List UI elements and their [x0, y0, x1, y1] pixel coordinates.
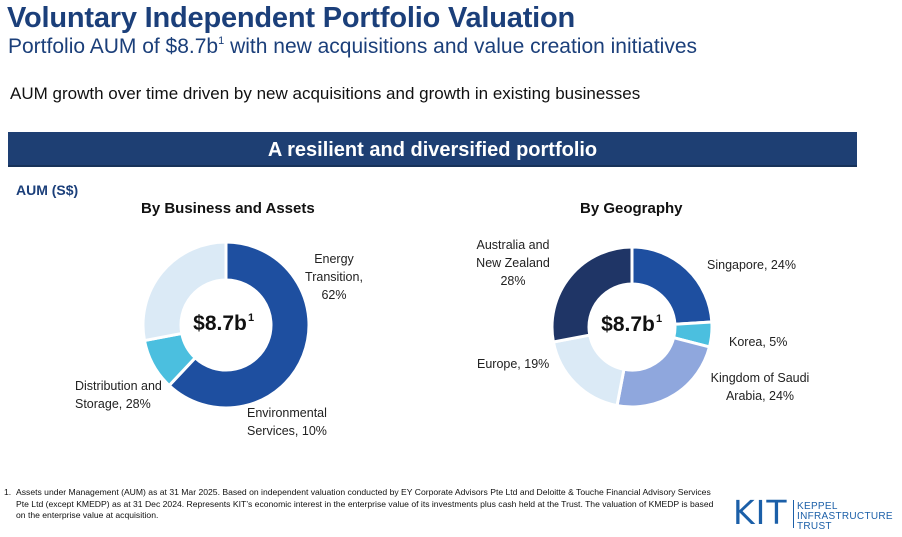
aum-label: AUM (S$) [16, 182, 79, 198]
donut-slice-australia-nz [550, 245, 634, 344]
label-line: Energy [314, 252, 354, 266]
logo-line-2: INFRASTRUCTURE [797, 511, 893, 522]
logo-line-1: KEPPEL [797, 501, 838, 512]
label-line: Kingdom of Saudi [710, 371, 810, 385]
label-line: Services, 10% [247, 424, 327, 438]
business-center-sup: 1 [248, 312, 254, 324]
geography-center-value: $8.7b [601, 313, 655, 336]
label-distribution-storage: Distribution and Storage, 28% [75, 377, 162, 413]
label-line: Arabia, 24% [725, 389, 795, 403]
chart-title-geography: By Geography [580, 200, 683, 217]
footnote-number: 1. [4, 487, 12, 497]
label-line: New Zealand [476, 256, 550, 270]
subtitle-main: Portfolio AUM of $8.7b [8, 35, 219, 58]
label-australia-nz: Australia and New Zealand 28% [468, 236, 558, 290]
page-subtitle: Portfolio AUM of $8.7b1 with new acquisi… [8, 35, 697, 59]
label-line: Storage, 28% [75, 397, 151, 411]
business-donut-slices [141, 240, 311, 410]
chart-title-business: By Business and Assets [141, 200, 315, 217]
lead-statement: AUM growth over time driven by new acqui… [10, 84, 641, 103]
donut-slice-saudi-arabia [615, 335, 712, 409]
label-line: Singapore, 24% [707, 258, 796, 272]
label-line: Europe, 19% [477, 357, 550, 371]
subtitle-rest: with new acquisitions and value creation… [224, 35, 698, 58]
kit-logo: KIT KEPPEL INFRASTRUCTURE TRUST [733, 493, 898, 532]
label-line: 62% [321, 288, 347, 302]
label-line: 28% [500, 274, 526, 288]
donut-slice-europe [551, 333, 626, 408]
geography-center-sup: 1 [656, 313, 662, 325]
subtitle-footnote-ref: 1 [218, 35, 225, 47]
geography-donut-chart: $8.7b 1 [550, 245, 714, 409]
donut-slice-singapore [630, 245, 714, 326]
label-line: Transition, [305, 270, 363, 284]
label-europe: Europe, 19% [477, 355, 549, 373]
label-korea: Korea, 5% [729, 333, 787, 351]
banner-text: A resilient and diversified portfolio [267, 139, 598, 161]
label-line: Korea, 5% [729, 335, 788, 349]
section-banner: A resilient and diversified portfolio [8, 132, 857, 167]
footnote-text: Assets under Management (AUM) as at 31 M… [16, 487, 714, 520]
label-line: Environmental [247, 406, 327, 420]
geography-donut-slices [550, 245, 714, 409]
page-title: Voluntary Independent Portfolio Valuatio… [7, 2, 576, 34]
label-line: Distribution and [75, 379, 162, 393]
footnote: 1. Assets under Management (AUM) as at 3… [4, 487, 719, 522]
label-energy-transition: Energy Transition, 62% [305, 250, 363, 304]
label-environmental-services: Environmental Services, 10% [247, 404, 327, 440]
business-donut-chart: $8.7b 1 [141, 240, 311, 410]
business-center-value: $8.7b [193, 312, 247, 335]
donut-slice-energy-transition [167, 240, 311, 410]
logo-mark: KIT [733, 493, 788, 532]
logo-line-3: TRUST [797, 521, 832, 532]
label-line: Australia and [476, 238, 550, 252]
label-saudi-arabia: Kingdom of Saudi Arabia, 24% [706, 369, 814, 405]
logo-divider [793, 500, 794, 528]
donut-slice-distribution-storage [141, 240, 228, 343]
label-singapore: Singapore, 24% [707, 256, 796, 274]
